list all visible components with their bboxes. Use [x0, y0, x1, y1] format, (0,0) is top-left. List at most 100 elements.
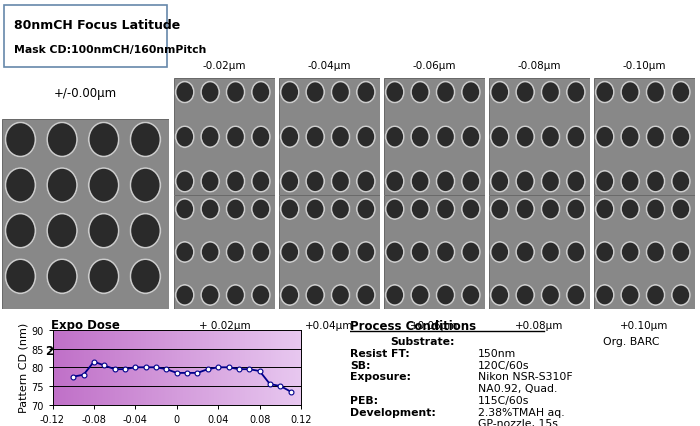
Circle shape	[47, 169, 77, 203]
Circle shape	[226, 127, 245, 148]
Circle shape	[596, 82, 614, 104]
Circle shape	[252, 127, 270, 148]
Circle shape	[646, 199, 665, 220]
Text: Nikon NSR-S310F: Nikon NSR-S310F	[478, 371, 573, 382]
Circle shape	[436, 285, 455, 305]
Circle shape	[6, 259, 36, 294]
Circle shape	[130, 123, 160, 157]
Circle shape	[541, 127, 560, 148]
Circle shape	[672, 82, 690, 104]
Circle shape	[541, 171, 560, 193]
Text: Resist FT:: Resist FT:	[350, 348, 410, 358]
Circle shape	[226, 285, 245, 305]
Circle shape	[176, 127, 194, 148]
Circle shape	[176, 199, 194, 220]
Circle shape	[306, 242, 324, 262]
Circle shape	[436, 82, 455, 104]
Circle shape	[357, 199, 375, 220]
Text: +0.08μm: +0.08μm	[515, 320, 564, 330]
Text: +0.10μm: +0.10μm	[620, 320, 668, 330]
Circle shape	[130, 214, 160, 248]
Circle shape	[226, 82, 245, 104]
Circle shape	[491, 285, 509, 305]
Text: GP-nozzle, 15s: GP-nozzle, 15s	[478, 418, 558, 426]
Circle shape	[411, 199, 429, 220]
Text: Expo Dose: Expo Dose	[51, 319, 120, 331]
Circle shape	[621, 285, 639, 305]
Circle shape	[386, 127, 404, 148]
Circle shape	[252, 82, 270, 104]
Circle shape	[491, 82, 509, 104]
Text: Substrate:: Substrate:	[391, 337, 455, 346]
Circle shape	[516, 171, 534, 193]
Circle shape	[567, 199, 585, 220]
Circle shape	[331, 285, 350, 305]
Circle shape	[596, 242, 614, 262]
Circle shape	[621, 171, 639, 193]
Text: +0.04μm: +0.04μm	[305, 320, 354, 330]
Circle shape	[89, 169, 119, 203]
Circle shape	[331, 171, 350, 193]
Circle shape	[357, 127, 375, 148]
Circle shape	[516, 127, 534, 148]
Circle shape	[281, 82, 299, 104]
Circle shape	[541, 199, 560, 220]
Circle shape	[411, 171, 429, 193]
Circle shape	[252, 199, 270, 220]
Text: +/-0.00μm: +/-0.00μm	[54, 87, 117, 100]
Text: Mask CD:100nmCH/160nmPitch: Mask CD:100nmCH/160nmPitch	[14, 45, 206, 55]
Circle shape	[281, 242, 299, 262]
Circle shape	[252, 171, 270, 193]
Circle shape	[201, 199, 219, 220]
Circle shape	[541, 82, 560, 104]
Text: 150nm: 150nm	[478, 348, 517, 358]
Circle shape	[252, 285, 270, 305]
Circle shape	[6, 123, 36, 157]
Circle shape	[462, 82, 480, 104]
Circle shape	[89, 123, 119, 157]
Circle shape	[306, 127, 324, 148]
Circle shape	[411, 127, 429, 148]
Text: Development:: Development:	[350, 407, 436, 417]
Circle shape	[281, 285, 299, 305]
Circle shape	[411, 82, 429, 104]
Circle shape	[436, 242, 455, 262]
Circle shape	[201, 242, 219, 262]
Circle shape	[462, 127, 480, 148]
Text: 80nmCH Focus Latitude: 80nmCH Focus Latitude	[14, 19, 180, 32]
Text: Process Conditions: Process Conditions	[350, 320, 476, 332]
Circle shape	[306, 171, 324, 193]
Text: -0.04μm: -0.04μm	[307, 61, 351, 71]
Circle shape	[252, 242, 270, 262]
Circle shape	[567, 127, 585, 148]
Text: 21.2 mJ/cm²: 21.2 mJ/cm²	[46, 344, 125, 357]
Circle shape	[47, 214, 77, 248]
Circle shape	[596, 285, 614, 305]
Circle shape	[357, 82, 375, 104]
Circle shape	[281, 127, 299, 148]
Circle shape	[621, 242, 639, 262]
Circle shape	[386, 285, 404, 305]
Circle shape	[386, 171, 404, 193]
Text: + 0.02μm: + 0.02μm	[199, 320, 250, 330]
Circle shape	[596, 127, 614, 148]
Text: 120C/60s: 120C/60s	[478, 360, 530, 370]
Circle shape	[596, 199, 614, 220]
Text: -0.10μm: -0.10μm	[622, 61, 666, 71]
Circle shape	[672, 171, 690, 193]
Circle shape	[331, 127, 350, 148]
Circle shape	[672, 127, 690, 148]
Text: Exposure:: Exposure:	[350, 371, 411, 382]
Circle shape	[281, 199, 299, 220]
Circle shape	[357, 171, 375, 193]
Circle shape	[201, 127, 219, 148]
Text: 2.38%TMAH aq.: 2.38%TMAH aq.	[478, 407, 565, 417]
Circle shape	[567, 242, 585, 262]
Circle shape	[331, 199, 350, 220]
Text: PEB:: PEB:	[350, 395, 378, 405]
Circle shape	[462, 171, 480, 193]
Circle shape	[176, 285, 194, 305]
Circle shape	[646, 127, 665, 148]
Circle shape	[567, 82, 585, 104]
Text: +0.06μm: +0.06μm	[410, 320, 458, 330]
